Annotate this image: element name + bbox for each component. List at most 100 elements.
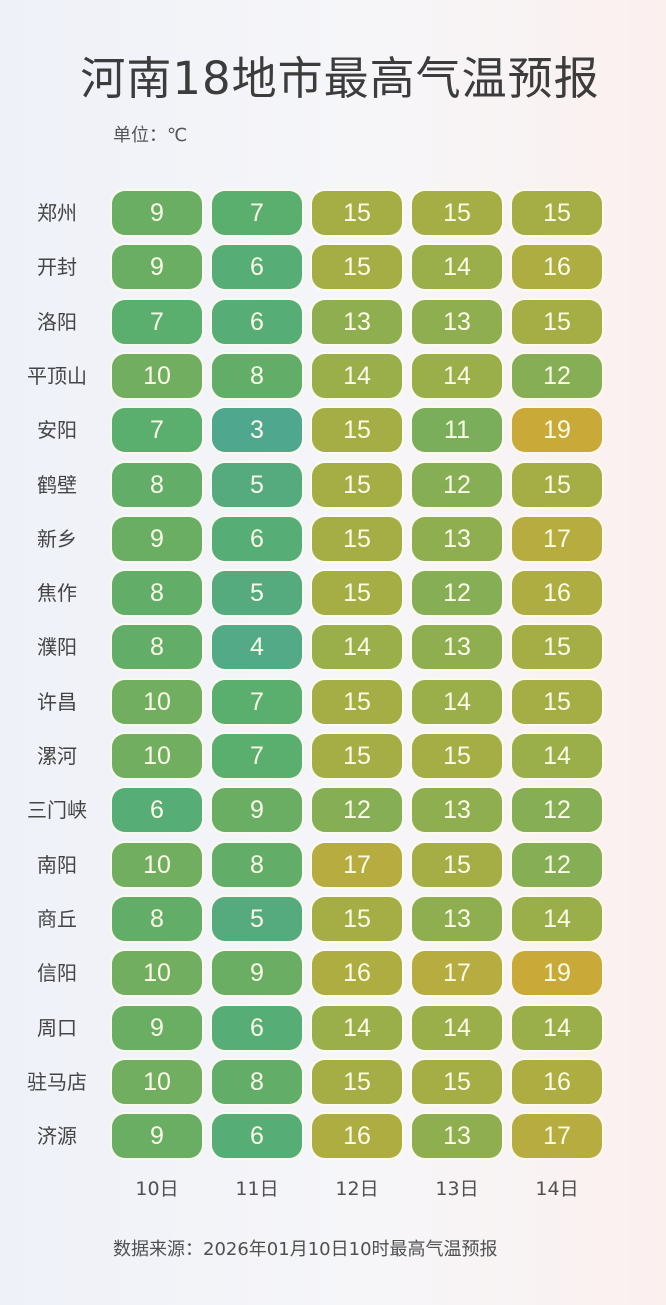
- heatmap-cell: 13: [312, 299, 402, 344]
- heatmap-cell: 8: [212, 1059, 302, 1104]
- heatmap-cell: 14: [512, 1005, 602, 1050]
- heatmap-cell: 15: [512, 462, 602, 507]
- row-label: 信阳: [37, 961, 77, 986]
- column-label: 11日: [235, 1178, 279, 1200]
- heatmap-cell: 17: [512, 1114, 602, 1159]
- heatmap-cell: 14: [312, 1005, 402, 1050]
- column-label: 13日: [435, 1178, 479, 1200]
- heatmap-cell: 14: [312, 353, 402, 398]
- heatmap-cell: 8: [112, 625, 202, 670]
- heatmap-cell: 15: [412, 734, 502, 778]
- row-label: 许昌: [37, 689, 77, 714]
- heatmap-cell: 15: [512, 679, 602, 724]
- row-label: 三门峡: [27, 798, 87, 823]
- row-label: 开封: [37, 255, 77, 280]
- heatmap-cell: 6: [112, 788, 202, 833]
- row-label: 驻马店: [27, 1069, 87, 1094]
- heatmap-cell: 15: [312, 245, 402, 290]
- heatmap-cell: 15: [412, 842, 502, 887]
- heatmap-cell: 17: [312, 842, 402, 887]
- heatmap-cell: 11: [412, 408, 502, 453]
- heatmap-cell: 16: [512, 571, 602, 616]
- heatmap-cell: 8: [212, 842, 302, 887]
- heatmap-cell: 15: [312, 191, 402, 235]
- heatmap-cell: 15: [312, 408, 402, 453]
- heatmap-cell: 7: [112, 408, 202, 453]
- heatmap-cell: 5: [212, 462, 302, 507]
- row-label: 鹤壁: [37, 472, 77, 497]
- heatmap-cell: 4: [212, 625, 302, 670]
- row-label: 新乡: [37, 526, 77, 551]
- heatmap-cell: 14: [312, 625, 402, 670]
- heatmap-cell: 12: [412, 462, 502, 507]
- heatmap-cell: 12: [312, 788, 402, 833]
- row-label: 商丘: [37, 906, 77, 931]
- heatmap-cell: 19: [512, 408, 602, 453]
- chart-title: 河南18地市最高气温预报: [80, 52, 600, 105]
- heatmap-cell: 12: [412, 571, 502, 616]
- heatmap-cell: 15: [512, 299, 602, 344]
- heatmap-cell: 9: [112, 1005, 202, 1050]
- heatmap-cell: 15: [512, 191, 602, 235]
- column-label: 10日: [135, 1178, 179, 1200]
- heatmap-cell: 17: [512, 516, 602, 561]
- heatmap-cell: 12: [512, 788, 602, 833]
- heatmap-cell: 9: [112, 245, 202, 290]
- heatmap-cell: 5: [212, 571, 302, 616]
- unit-label: 单位：℃: [113, 125, 188, 146]
- heatmap-cell: 13: [412, 625, 502, 670]
- heatmap-cell: 6: [212, 1005, 302, 1050]
- heatmap-cell: 12: [512, 842, 602, 887]
- data-source: 数据来源：2026年01月10日10时最高气温预报: [113, 1239, 498, 1260]
- heatmap-cell: 7: [212, 679, 302, 724]
- heatmap-cell: 19: [512, 951, 602, 996]
- heatmap-cell: 10: [112, 842, 202, 887]
- heatmap-cell: 6: [212, 299, 302, 344]
- heatmap-cell: 9: [212, 951, 302, 996]
- heatmap-cell: 14: [412, 1005, 502, 1050]
- row-label: 济源: [37, 1124, 77, 1149]
- row-label: 周口: [37, 1015, 77, 1040]
- column-label: 12日: [335, 1178, 379, 1200]
- row-label: 安阳: [37, 418, 77, 443]
- heatmap-cell: 14: [412, 679, 502, 724]
- heatmap-cell: 14: [512, 896, 602, 941]
- heatmap-cell: 16: [312, 951, 402, 996]
- heatmap-cell: 15: [312, 462, 402, 507]
- heatmap-cell: 8: [112, 462, 202, 507]
- heatmap-cell: 6: [212, 516, 302, 561]
- heatmap-cell: 13: [412, 1114, 502, 1159]
- row-label: 南阳: [37, 852, 77, 877]
- heatmap-cell: 9: [112, 1114, 202, 1159]
- heatmap-cell: 9: [212, 788, 302, 833]
- heatmap-cell: 12: [512, 353, 602, 398]
- row-label: 漯河: [37, 744, 77, 768]
- heatmap-cell: 6: [212, 1114, 302, 1159]
- row-label: 洛阳: [37, 309, 77, 334]
- row-label: 焦作: [37, 581, 77, 606]
- heatmap-cell: 15: [412, 1059, 502, 1104]
- heatmap-cell: 7: [212, 734, 302, 778]
- heatmap-cell: 10: [112, 679, 202, 724]
- heatmap-cell: 16: [512, 245, 602, 290]
- heatmap-cell: 9: [112, 516, 202, 561]
- heatmap-cell: 15: [312, 679, 402, 724]
- heatmap-cell: 7: [112, 299, 202, 344]
- heatmap-cell: 10: [112, 734, 202, 778]
- heatmap-cell: 9: [112, 191, 202, 235]
- heatmap-cell: 3: [212, 408, 302, 453]
- heatmap-cell: 7: [212, 191, 302, 235]
- heatmap-cell: 15: [312, 734, 402, 778]
- heatmap-cell: 15: [512, 625, 602, 670]
- heatmap-cell: 15: [312, 1059, 402, 1104]
- heatmap-cell: 14: [512, 734, 602, 778]
- heatmap-cell: 15: [412, 191, 502, 235]
- row-label: 平顶山: [27, 363, 87, 388]
- heatmap-cell: 17: [412, 951, 502, 996]
- heatmap-cell: 6: [212, 245, 302, 290]
- heatmap-cell: 16: [512, 1059, 602, 1104]
- heatmap-cell: 8: [112, 896, 202, 941]
- row-label: 濮阳: [37, 635, 77, 660]
- heatmap-cell: 5: [212, 896, 302, 941]
- heatmap-cell: 15: [312, 516, 402, 561]
